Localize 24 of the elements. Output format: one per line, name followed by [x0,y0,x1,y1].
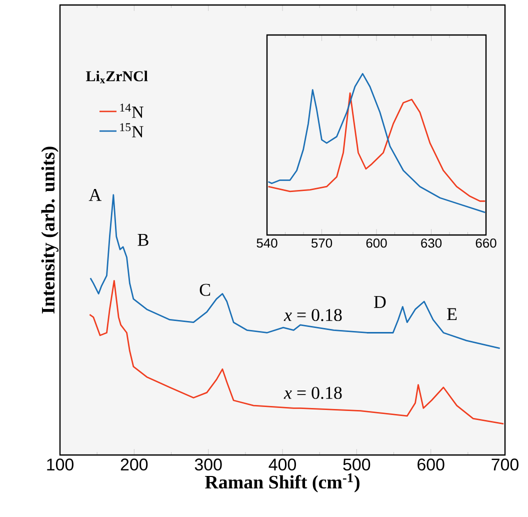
x-tick-label: 100 [47,458,74,471]
annotation: B [138,234,148,246]
legend-label: $^{14}$N [120,104,144,118]
x-tick-label: 570 [311,238,332,248]
annotation: C [200,284,210,296]
x-tick-label: 630 [421,238,442,248]
annotation: D [374,296,386,308]
annotation: A [88,188,102,201]
x-tick-label: 500 [343,458,370,471]
x-tick-label: 660 [476,238,496,248]
legend-label: $^{15}$N [120,123,144,138]
x-tick-label: 300 [194,458,222,471]
x-tick-label: 540 [256,238,278,248]
x-tick-label: 600 [418,458,444,471]
text: Li$_{x}$ZrNCl [86,70,148,84]
x-tick-label: 700 [492,458,518,471]
annotation: x = 0.18 [284,386,342,399]
x-tick-label: 400 [268,458,296,471]
x-axis-title: Raman Shift (cm$^{-1}$) [205,473,360,492]
y-axis-title: Intensity (arb. units) [41,146,58,314]
x-tick-label: 200 [120,458,148,471]
x-tick-label: 600 [366,238,387,248]
annotation: E [447,308,457,320]
annotation: x = 0.18 [284,308,342,322]
